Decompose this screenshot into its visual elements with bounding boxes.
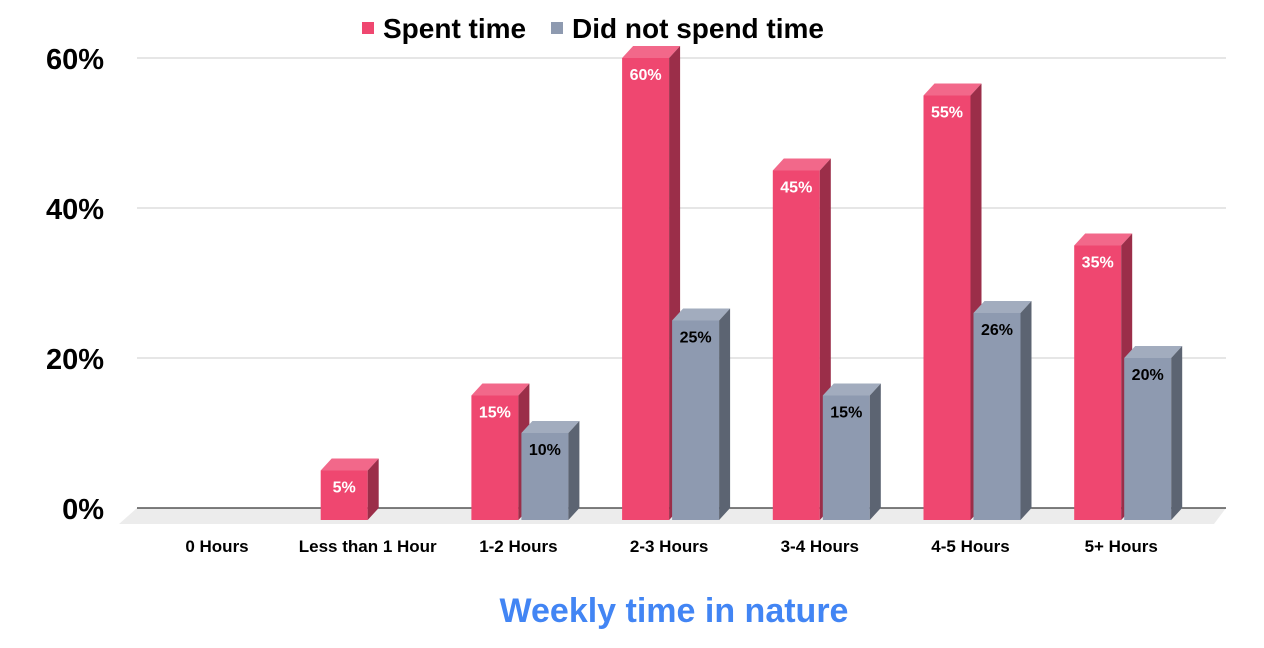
bar-top [973,301,1032,313]
bar-side [367,458,379,520]
data-label: 55% [931,105,963,122]
data-label: 5% [333,480,356,497]
x-tick-label: 5+ Hours [1085,537,1158,556]
legend-label: Spent time [383,13,526,44]
y-tick-label: 40% [46,194,104,226]
x-axis-ticks: 0 Hours Less than 1 Hour 1-2 Hours 2-3 Hour… [185,537,1157,556]
y-tick-label: 60% [46,44,104,76]
data-label: 20% [1132,367,1164,384]
y-axis-ticks: 0% 20% 40% 60% [46,44,104,526]
x-tick-label: 3-4 Hours [781,537,859,556]
x-axis-label: Weekly time in nature [500,592,849,630]
bar-top [320,458,379,471]
data-label: 26% [981,322,1013,339]
legend-swatch [551,22,563,34]
y-tick-label: 20% [46,344,104,376]
x-tick-label: 0 Hours [185,537,248,556]
data-label: 45% [780,180,812,197]
y-tick-label: 0% [62,494,104,526]
bar-top [772,158,831,171]
bar-side [869,383,881,520]
bar-top [1074,233,1133,246]
bar-top [521,421,580,433]
bar-front [672,320,720,520]
bar-front [471,395,519,520]
bar-front [320,470,368,520]
data-label: 15% [479,405,511,422]
bars: 5% 15% 10% 60% 25% 45% 15% 55% 26% 35% 20% [320,46,1183,520]
bar-side [568,421,580,520]
bar-front [1124,358,1172,520]
x-tick-label: 2-3 Hours [630,537,708,556]
data-label: 25% [680,330,712,347]
bar-top [471,383,530,396]
bar-top [672,308,731,321]
x-tick-label: 4-5 Hours [931,537,1009,556]
bar-top [622,46,681,58]
legend-swatch [362,22,374,34]
data-label: 60% [630,67,662,84]
data-label: 35% [1082,255,1114,272]
bar-front [622,58,670,520]
x-tick-label: Less than 1 Hour [299,537,437,556]
bar-top [822,383,881,396]
data-label: 15% [830,405,862,422]
x-tick-label: 1-2 Hours [479,537,557,556]
bar-front [521,433,569,520]
legend: Spent time Did not spend time [362,13,824,44]
data-label: 10% [529,442,561,459]
bar-front [973,313,1021,520]
legend-label: Did not spend time [572,13,824,44]
bar-side [1020,301,1032,520]
bar-front [1074,245,1122,520]
bar-side [1171,346,1183,520]
bar-front [772,170,820,520]
bar-top [923,83,982,96]
bar-front [923,95,971,520]
bar-side [719,308,731,520]
bar-front [822,395,870,520]
bar-top [1124,346,1183,358]
